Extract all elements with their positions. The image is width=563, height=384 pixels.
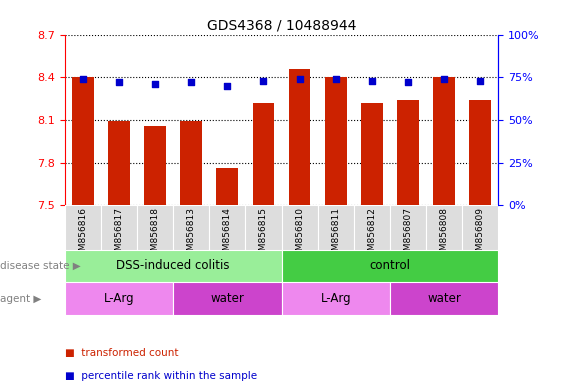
Bar xyxy=(72,77,93,205)
Text: GSM856812: GSM856812 xyxy=(367,207,376,262)
Point xyxy=(187,79,196,86)
Text: water: water xyxy=(427,292,461,305)
Bar xyxy=(108,121,129,205)
Bar xyxy=(282,282,390,315)
Bar xyxy=(318,205,354,250)
Bar xyxy=(361,103,383,205)
Text: GSM856817: GSM856817 xyxy=(114,207,123,262)
Text: control: control xyxy=(369,260,410,272)
Text: GSM856810: GSM856810 xyxy=(295,207,304,262)
Text: GSM856816: GSM856816 xyxy=(78,207,87,262)
Point xyxy=(331,76,340,82)
Bar xyxy=(65,205,101,250)
Text: water: water xyxy=(211,292,244,305)
Bar xyxy=(216,169,238,205)
Point xyxy=(114,79,123,86)
Text: GSM856818: GSM856818 xyxy=(150,207,159,262)
Text: disease state ▶: disease state ▶ xyxy=(0,261,81,271)
Bar xyxy=(325,77,347,205)
Bar xyxy=(173,282,282,315)
Bar xyxy=(137,205,173,250)
Point xyxy=(259,78,268,84)
Bar xyxy=(462,205,498,250)
Bar xyxy=(144,126,166,205)
Bar xyxy=(245,205,282,250)
Text: agent ▶: agent ▶ xyxy=(0,293,41,304)
Bar xyxy=(470,100,491,205)
Text: GSM856808: GSM856808 xyxy=(440,207,449,262)
Bar xyxy=(354,205,390,250)
Bar xyxy=(426,205,462,250)
Point xyxy=(404,79,413,86)
Bar xyxy=(289,69,310,205)
Bar xyxy=(180,121,202,205)
Title: GDS4368 / 10488944: GDS4368 / 10488944 xyxy=(207,18,356,32)
Text: L-Arg: L-Arg xyxy=(320,292,351,305)
Text: GSM856809: GSM856809 xyxy=(476,207,485,262)
Point xyxy=(295,76,304,82)
Bar xyxy=(282,205,318,250)
Bar xyxy=(101,205,137,250)
Bar xyxy=(434,77,455,205)
Text: GSM856814: GSM856814 xyxy=(223,207,232,262)
Bar xyxy=(209,205,245,250)
Bar xyxy=(390,205,426,250)
Text: ■  transformed count: ■ transformed count xyxy=(65,348,178,358)
Text: L-Arg: L-Arg xyxy=(104,292,134,305)
Text: GSM856807: GSM856807 xyxy=(404,207,413,262)
Text: GSM856815: GSM856815 xyxy=(259,207,268,262)
Point xyxy=(223,83,232,89)
Point xyxy=(78,76,87,82)
Bar xyxy=(173,205,209,250)
Point xyxy=(440,76,449,82)
Text: GSM856811: GSM856811 xyxy=(331,207,340,262)
Text: ■  percentile rank within the sample: ■ percentile rank within the sample xyxy=(65,371,257,381)
Bar xyxy=(282,250,498,282)
Text: DSS-induced colitis: DSS-induced colitis xyxy=(117,260,230,272)
Bar xyxy=(397,100,419,205)
Bar xyxy=(253,103,274,205)
Bar xyxy=(65,282,173,315)
Bar xyxy=(390,282,498,315)
Bar xyxy=(65,250,282,282)
Point xyxy=(367,78,376,84)
Point xyxy=(476,78,485,84)
Point xyxy=(150,81,159,87)
Text: GSM856813: GSM856813 xyxy=(187,207,196,262)
